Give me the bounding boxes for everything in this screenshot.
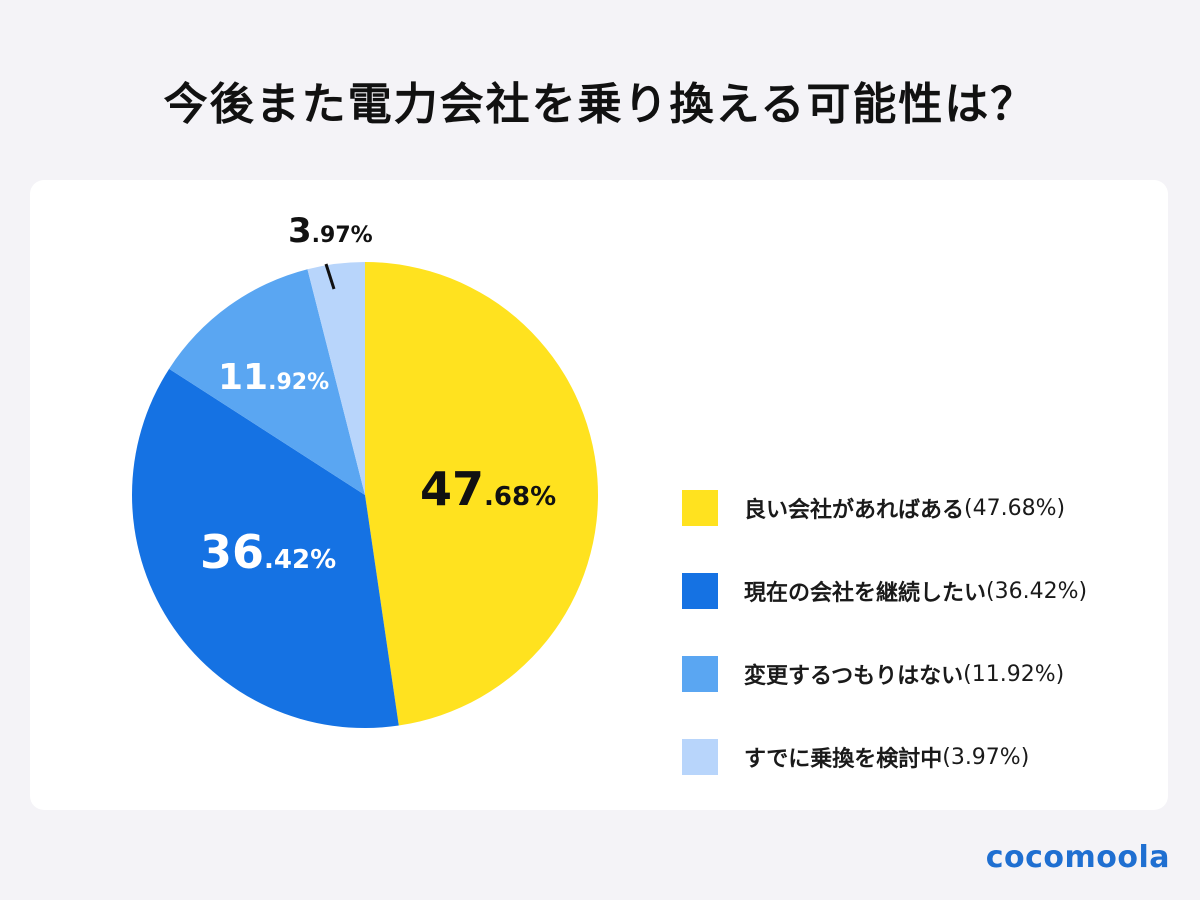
legend-swatch-mid-blue [682,656,718,692]
legend-item: 現在の会社を継続したい (36.42%) [682,573,1087,609]
pie-chart: 47.68% 36.42% 11.92% 3.97% [131,211,598,728]
pie-slice-2 [169,269,365,495]
legend-item: 良い会社があればある (47.68%) [682,490,1087,526]
legend-pct: (47.68%) [964,495,1066,521]
svg-text:47.68%: 47.68% [420,462,556,516]
brand-logo: cocomoola [985,840,1170,875]
slice-label-1: 36.42% [200,525,336,579]
legend-pct: (36.42%) [986,578,1088,604]
chart-card: 47.68% 36.42% 11.92% 3.97% 良い会社があればある (47… [30,180,1168,810]
slice-label-2: 11.92% [218,357,329,398]
slice-label-0: 47.68% [420,462,556,516]
legend-swatch-light-blue [682,739,718,775]
leader-line [324,263,336,290]
slice-label-3: 3.97% [288,211,373,251]
legend-item: すでに乗換を検討中 (3.97%) [682,739,1087,775]
legend: 良い会社があればある (47.68%) 現在の会社を継続したい (36.42%) 変… [682,490,1087,822]
legend-pct: (3.97%) [942,744,1030,770]
legend-label: 現在の会社を継続したい [744,581,987,606]
svg-text:11.92%: 11.92% [218,357,329,398]
legend-swatch-blue [682,573,718,609]
legend-label: すでに乗換を検討中 [744,747,943,772]
legend-pct: (11.92%) [963,661,1065,687]
svg-text:3.97%: 3.97% [288,211,373,251]
legend-swatch-yellow [682,490,718,526]
chart-title: 今後また電力会社を乗り換える可能性は？ [163,79,1037,130]
legend-label: 変更するつもりはない [744,664,964,689]
legend-item: 変更するつもりはない (11.92%) [682,656,1087,692]
legend-label: 良い会社があればある [744,498,965,523]
pie-slice-1 [131,368,399,728]
pie-slice-0 [365,262,598,726]
svg-text:36.42%: 36.42% [200,525,336,579]
pie-slices [131,262,598,728]
pie-slice-3 [307,262,365,495]
